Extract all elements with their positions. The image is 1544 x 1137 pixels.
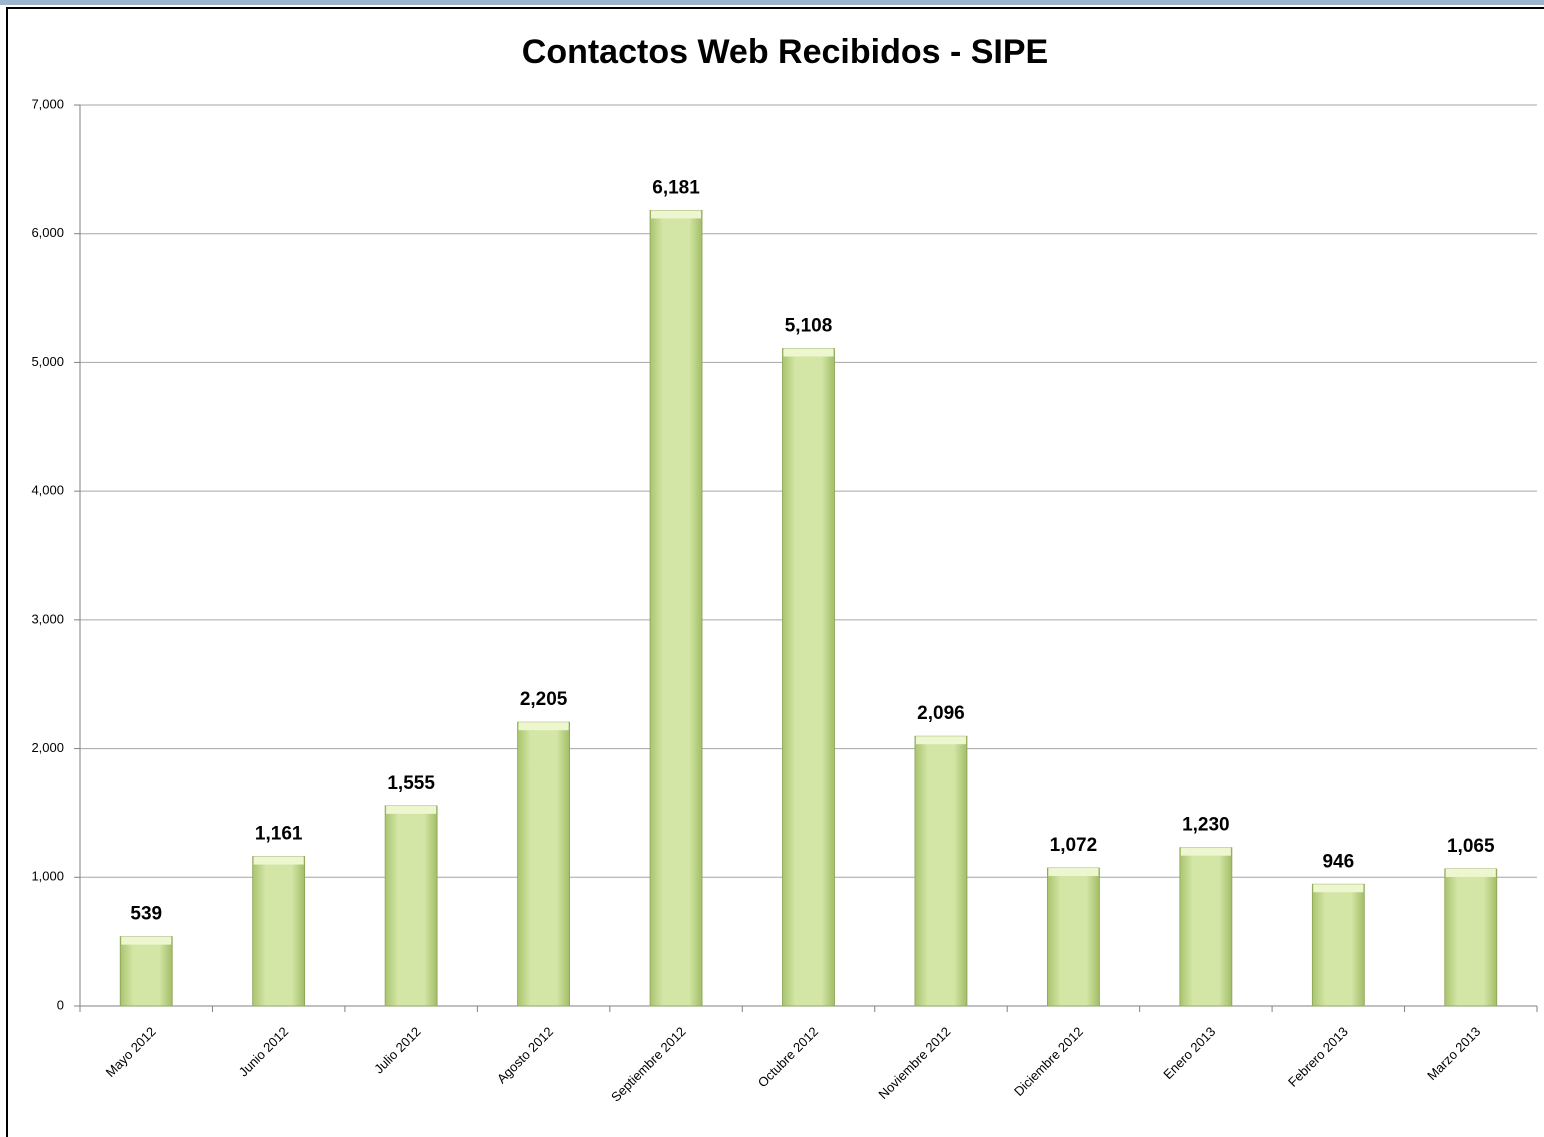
chart-frame <box>6 7 1544 1137</box>
bar-cap <box>783 348 834 357</box>
bar <box>1047 867 1100 1007</box>
value-label: 1,161 <box>255 824 303 845</box>
bar-cap <box>1445 868 1496 877</box>
bar <box>914 735 968 1007</box>
y-tick-label: 3,000 <box>31 611 64 626</box>
value-label: 1,230 <box>1182 815 1230 836</box>
bar-cap <box>253 856 304 865</box>
y-tick-label: 2,000 <box>31 740 64 755</box>
value-label: 539 <box>130 904 162 925</box>
bar <box>517 721 570 1007</box>
value-label: 1,072 <box>1050 835 1098 856</box>
bar-cap <box>1313 884 1364 893</box>
bar <box>1311 883 1365 1007</box>
bar <box>782 348 835 1007</box>
value-label: 2,205 <box>520 689 568 710</box>
value-label: 2,096 <box>917 703 965 724</box>
bar <box>1444 868 1498 1007</box>
value-label: 946 <box>1322 851 1354 872</box>
bar-cap <box>915 736 966 745</box>
value-label: 1,065 <box>1447 836 1495 857</box>
bar <box>252 856 306 1007</box>
bar-cap <box>651 210 702 219</box>
window-border <box>0 0 1544 5</box>
bar-cap <box>1048 868 1099 877</box>
bar <box>1179 847 1233 1007</box>
y-tick-label: 5,000 <box>31 354 64 369</box>
value-label: 6,181 <box>652 177 700 198</box>
value-label: 5,108 <box>785 316 833 337</box>
y-tick-label: 4,000 <box>31 483 64 498</box>
value-label: 1,555 <box>387 773 435 794</box>
bar <box>384 805 438 1007</box>
y-tick-label: 6,000 <box>31 225 64 240</box>
bar-cap <box>121 936 172 945</box>
bar-cap <box>1180 847 1231 856</box>
chart-title: Contactos Web Recibidos - SIPE <box>522 33 1048 71</box>
y-tick-label: 1,000 <box>31 869 64 884</box>
bar-cap <box>518 722 569 731</box>
bar-cap <box>386 805 437 814</box>
bar <box>649 210 703 1007</box>
y-tick-label: 7,000 <box>31 96 64 111</box>
y-tick-label: 0 <box>57 997 64 1012</box>
bar <box>119 936 173 1007</box>
